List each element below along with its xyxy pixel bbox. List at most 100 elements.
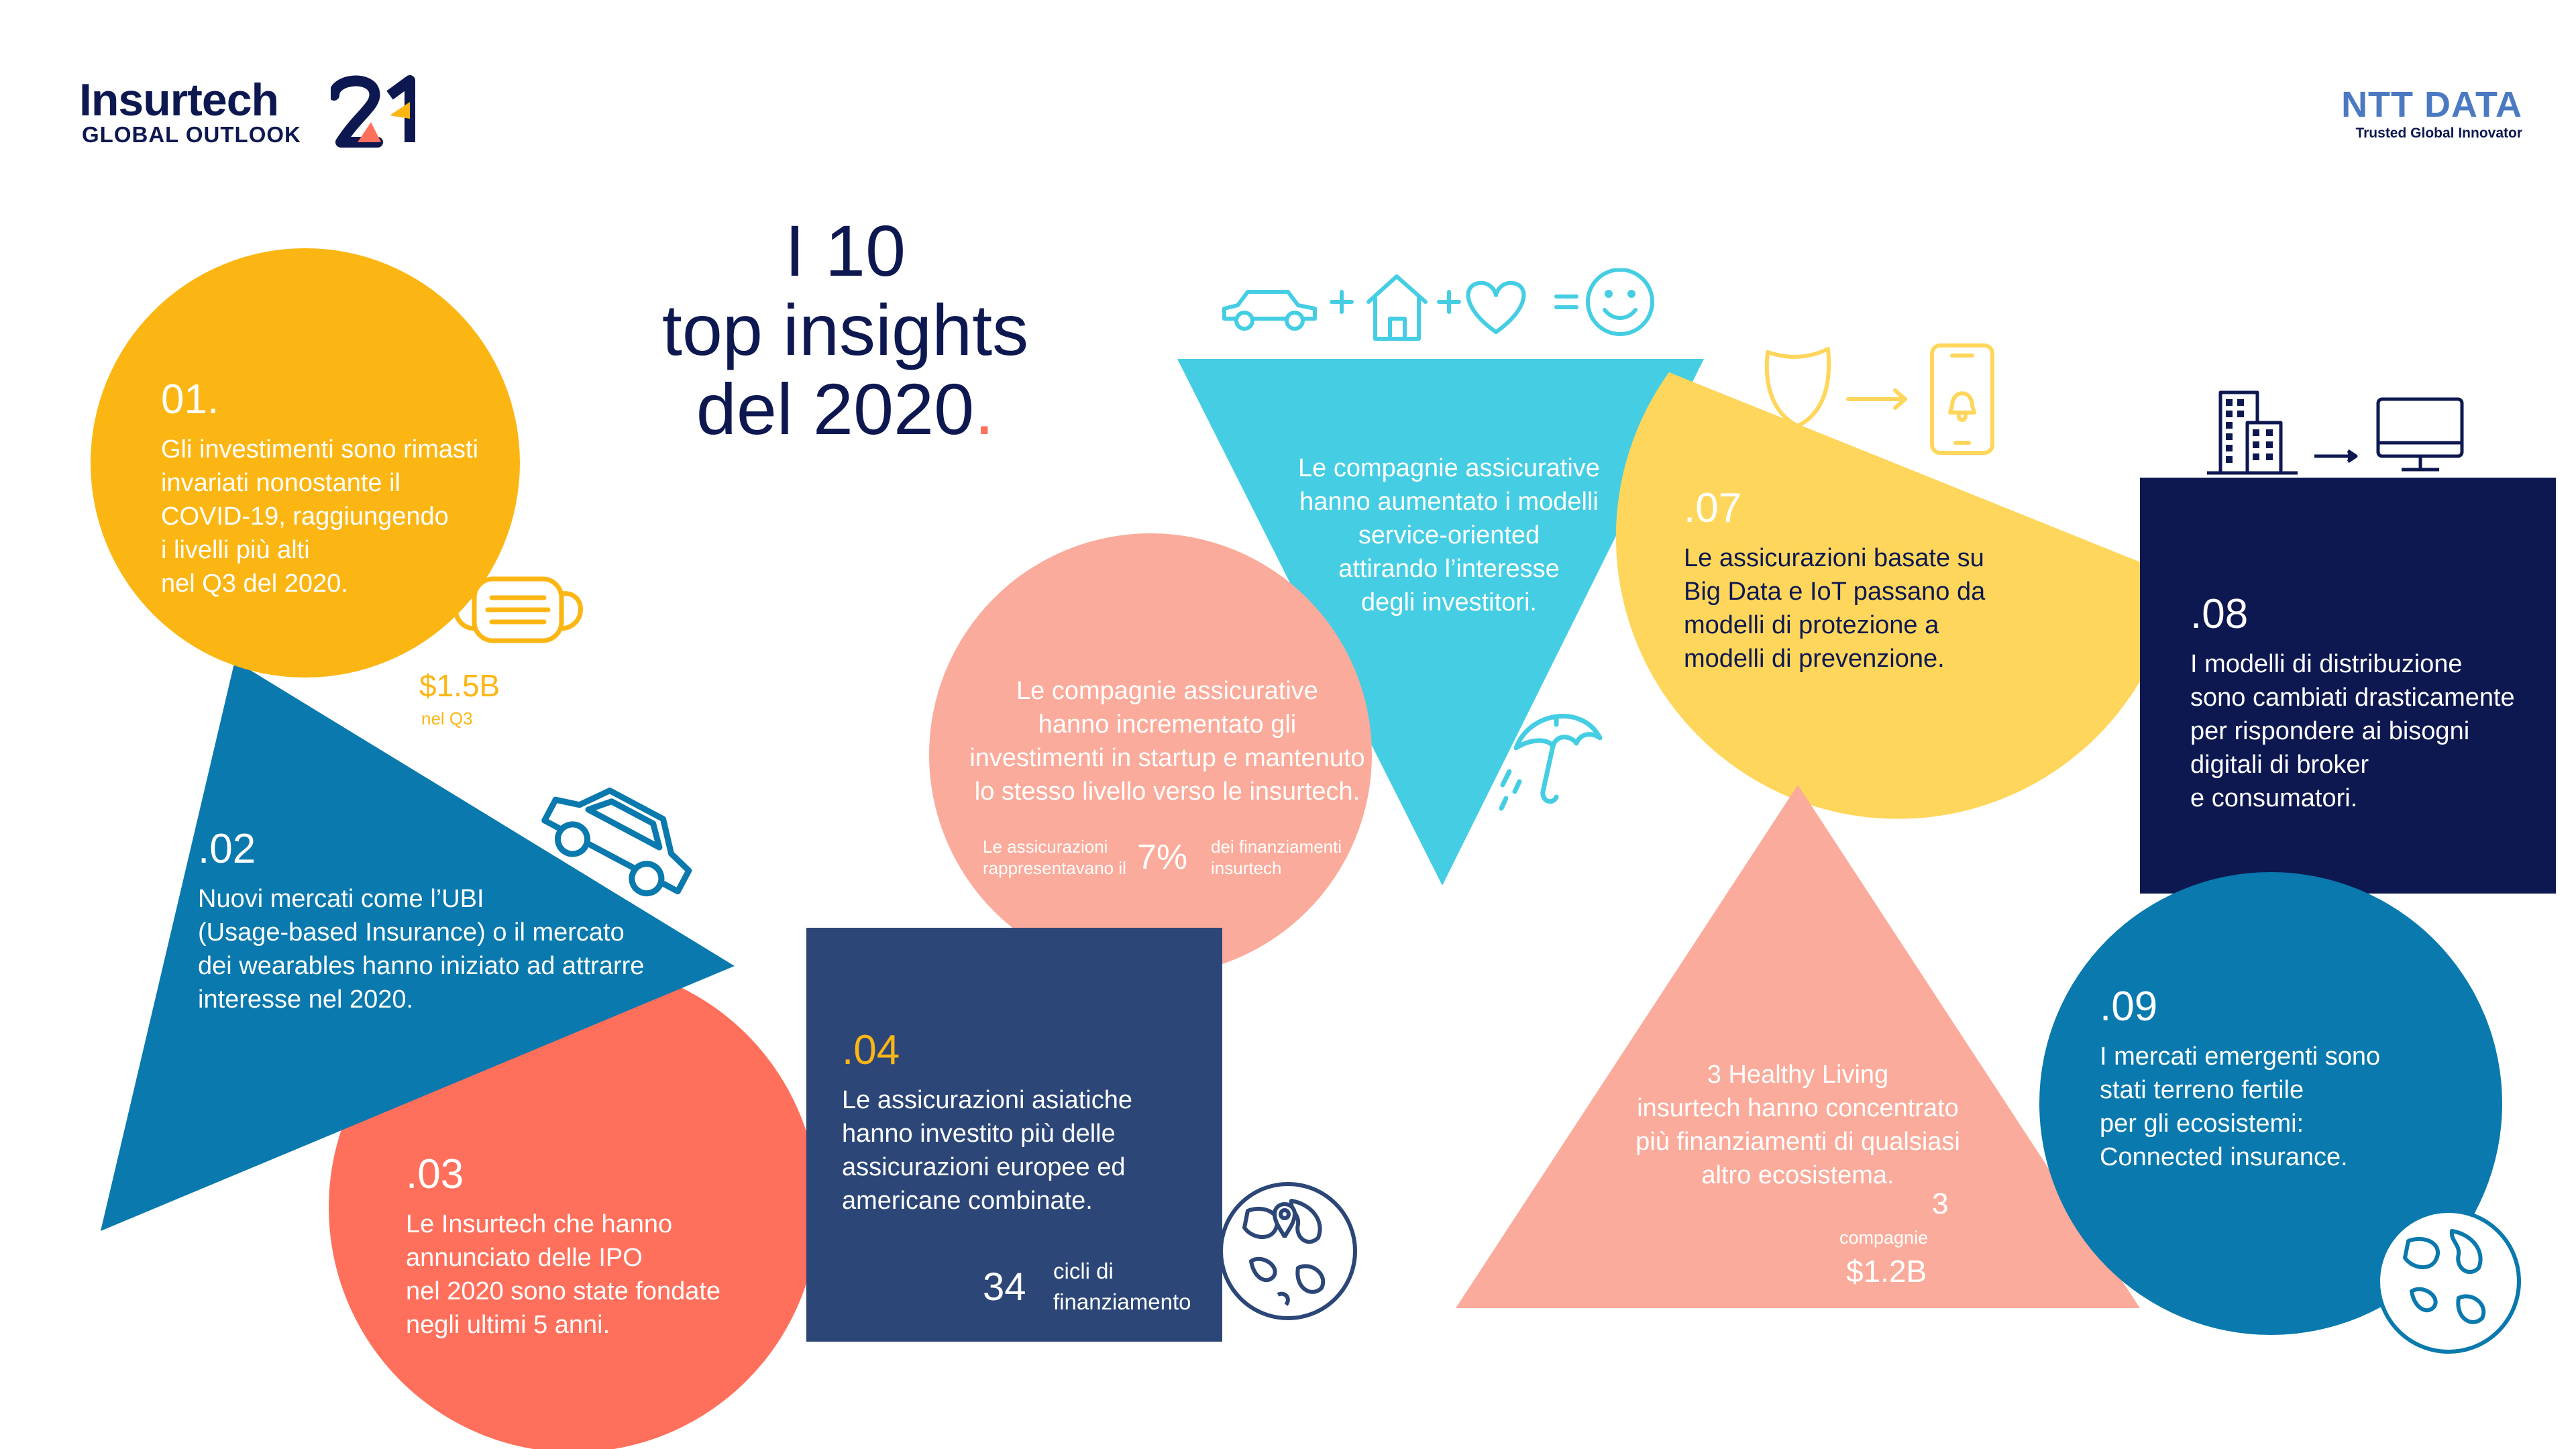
stat-left-label: Le assicurazioni rappresentavano il [983,836,1126,879]
face-mask-icon [453,576,583,643]
ntt-tagline: Trusted Global Innovator [2355,125,2522,141]
insight-text: I mercati emergenti sono stati terreno f… [2100,1040,2380,1174]
shape-07-half-circle-fill [1615,372,2177,819]
shape-05-circle [929,533,1372,976]
stat-label-line: rappresentavano il [983,858,1126,878]
insight-09: .09 I mercati emergenti sono stati terre… [2100,983,2380,1174]
shape-06-triangle [1177,359,1704,885]
text-line: degli investitori. [1361,588,1537,616]
shape-04-square [806,928,1222,1342]
globe-icon [1219,1182,1357,1320]
timeline-icon [543,1048,780,1159]
text-line: insurtech hanno concentrato [1637,1094,1959,1122]
title-line-last: del 2020. [590,370,1100,449]
page-title: I 10 top insights del 2020. [590,211,1100,449]
text-line: nel Q3 del 2020. [161,570,348,598]
text-line: Connected insurance. [2100,1143,2348,1171]
insight-number: .07 [1684,485,1742,531]
insight-number: .05 [855,618,914,664]
year-2015: 2015 [566,1095,602,1113]
text-line: altro ecosistema. [1701,1161,1894,1189]
stat-label-line: finanziamento [1053,1289,1191,1314]
stat-value: 3 [1932,1187,1949,1220]
insight-number: .10 [1466,1007,1524,1053]
insight-04: .04 Le assicurazioni asiatiche hanno inv… [842,1026,1132,1218]
text-line: lo stesso livello verso le insurtech. [974,777,1360,806]
text-line: americane combinate. [842,1187,1093,1215]
insight-08: .08 I modelli di distribuzione sono camb… [2190,590,2515,815]
logo-21-mark [331,75,415,148]
insight-text: 3 Healthy Living insurtech hanno concent… [1590,1058,2006,1192]
shield-to-phone-icon [1764,343,1994,455]
text-line: annunciato delle IPO [406,1244,643,1272]
insurtech-logo[interactable]: Insurtech GLOBAL OUTLOOK [79,74,441,154]
stat-label-line: insurtech [1211,858,1282,878]
text-line: hanno investito più delle [842,1120,1116,1148]
text-line: Le compagnie assicurative [1298,454,1600,482]
insight-02: .02 Nuovi mercati come l’UBI (Usage-base… [198,825,644,1016]
insight-number: .02 [198,826,256,872]
insight-number: .03 [406,1151,464,1197]
stat-value-2: $1.2B [1846,1254,1927,1289]
stat-value: $1.5B [419,668,500,703]
text-line: COVID-19, raggiungendo [161,502,449,531]
stat-value: 34 [983,1265,1026,1309]
insight-text: Gli investimenti sono rimasti invariati … [161,433,478,600]
insight-number: .04 [842,1027,900,1073]
text-line: più finanziamenti di qualsiasi [1635,1128,1960,1156]
building-to-monitor-icon [2207,390,2464,475]
globe-icon [2376,1209,2521,1354]
stat-label-line: cicli di [1053,1258,1114,1283]
text-line: interesse nel 2020. [198,985,414,1014]
ntt-data-logo[interactable]: NTT DATA Trusted Global Innovator [2308,84,2522,144]
insight-text: Le Insurtech che hanno annunciato delle … [406,1208,720,1342]
insight-number: .08 [2190,591,2249,637]
insight-number: 01. [161,376,219,423]
text-line: Big Data e IoT passano da [1684,578,1986,606]
text-line: digitali di broker [2190,751,2369,779]
title-line-text: del 2020 [696,368,975,449]
logo-subtitle: GLOBAL OUTLOOK [82,122,301,147]
shape-08-rect [2140,478,2556,894]
insight-06: .06 Le compagnie assicurative hanno aume… [1104,404,1684,619]
text-line: (Usage-based Insurance) o il mercato [198,918,625,947]
title-dot: . [974,368,995,449]
text-line: dei wearables hanno iniziato ad attrarre [198,952,645,980]
text-line: service-oriented [1358,521,1540,549]
text-line: attirando l’interesse [1338,555,1560,583]
text-line: investimenti in startup e mantenuto [969,744,1365,772]
insight-10: .10 3 Healthy Living insurtech hanno con… [1466,1006,2006,1192]
text-line: Le Insurtech che hanno [406,1210,673,1238]
shape-10-triangle [1456,785,2140,1308]
text-line: e consumatori. [2190,784,2358,812]
text-line: per gli ecosistemi: [2100,1110,2304,1138]
text-line: sono cambiati drasticamente [2190,684,2515,712]
logo-title: Insurtech [79,74,279,125]
title-line: I 10 [784,210,906,291]
insight-text: Le compagnie assicurative hanno incremen… [932,674,1402,808]
insight-number: .06 [1104,405,1162,451]
stat-value: 7% [1137,838,1188,877]
stat-label: compagnie [1839,1228,1929,1248]
stat-label-line: Le assicurazioni [983,837,1108,857]
text-line: Le assicurazioni asiatiche [842,1086,1133,1114]
stat-label-line: dei finanziamenti [1211,837,1342,857]
text-line: modelli di prevenzione. [1684,645,1945,673]
ntt-brand-name: NTT DATA [2341,85,2522,125]
text-line: negli ultimi 5 anni. [406,1311,610,1339]
text-line: assicurazioni europee ed [842,1153,1126,1181]
insight-text: Le compagnie assicurative hanno aumentat… [1214,451,1684,619]
year-2020: 2020 [706,1095,743,1113]
stat-label: cicli di finanziamento [1053,1256,1191,1318]
text-line: hanno incrementato gli [1038,710,1297,739]
car-house-heart-smile-icon [1222,268,1654,341]
text-line: i livelli più alti [161,536,310,564]
text-line: hanno aumentato i modelli [1299,488,1599,516]
text-line: I mercati emergenti sono [2100,1042,2381,1071]
umbrella-icon [1499,714,1603,811]
insight-text: Le assicurazioni asiatiche hanno investi… [842,1083,1132,1218]
text-line: 3 Healthy Living [1707,1061,1889,1089]
insight-05: .05 Le compagnie assicurative hanno incr… [855,617,1402,808]
text-line: per rispondere ai bisogni [2190,717,2470,745]
